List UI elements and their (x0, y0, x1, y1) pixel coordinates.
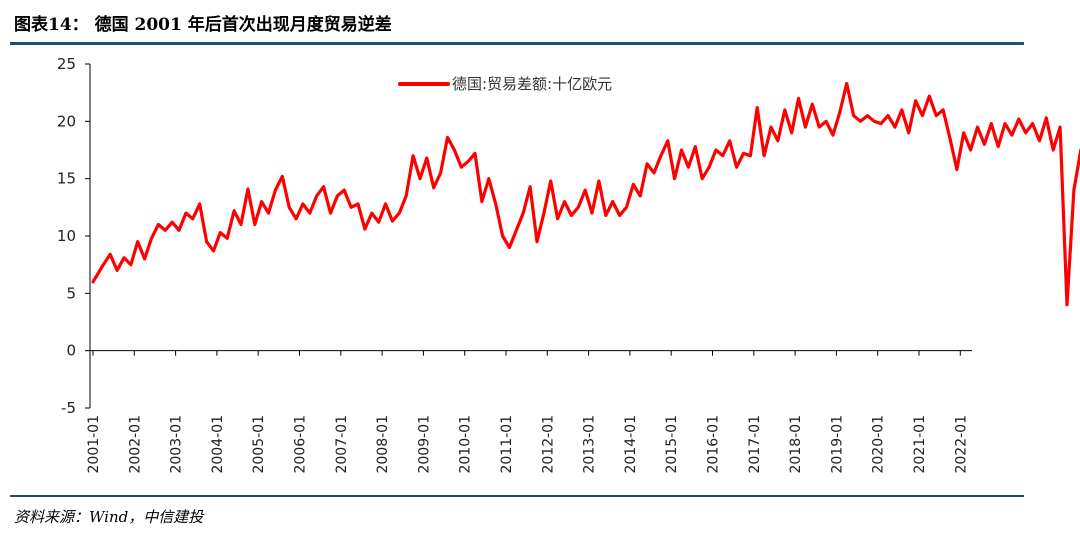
y-axis-ticks: 25 20 15 10 5 0 -5 (57, 55, 90, 417)
x-tick-label: 2006-01 (293, 415, 309, 474)
x-tick-label: 2017-01 (747, 415, 763, 474)
x-tick-label: 2001-01 (86, 415, 102, 474)
chart-title: 图表14： 德国 2001 年后首次出现月度贸易逆差 (14, 15, 392, 35)
series-layer (91, 81, 1080, 307)
x-axis-ticks: 2001-01 2002-01 2003-01 2004-01 2005-01 2006-… (86, 350, 969, 474)
x-tick-label: 2010-01 (458, 415, 474, 474)
series-line (91, 81, 1080, 307)
bottom-rule (10, 495, 1024, 497)
y-tick-label: -5 (61, 399, 76, 417)
x-tick-label: 2022-01 (953, 415, 969, 474)
x-tick-label: 2021-01 (912, 415, 928, 474)
x-tick-label: 2019-01 (829, 415, 845, 474)
y-tick-label: 20 (57, 112, 76, 130)
source-note: 资料来源：Wind，中信建投 (14, 508, 204, 526)
top-rule (10, 42, 1024, 45)
x-tick-label: 2012-01 (540, 415, 556, 474)
x-tick-label: 2007-01 (334, 415, 350, 474)
x-tick-label: 2011-01 (499, 415, 515, 474)
x-tick-label: 2014-01 (623, 415, 639, 474)
x-tick-label: 2016-01 (706, 415, 722, 474)
x-tick-label: 2009-01 (416, 415, 432, 474)
y-tick-label: 15 (57, 170, 76, 188)
y-tick-label: 5 (66, 284, 76, 302)
y-tick-label: 10 (57, 227, 76, 245)
x-tick-label: 2013-01 (582, 415, 598, 474)
x-tick-label: 2015-01 (664, 415, 680, 474)
y-tick-label: 25 (57, 55, 76, 73)
x-tick-label: 2003-01 (169, 415, 185, 474)
x-tick-label: 2008-01 (375, 415, 391, 474)
x-tick-label: 2020-01 (871, 415, 887, 474)
legend: 德国:贸易差额:十亿欧元 (398, 75, 612, 93)
x-tick-label: 2005-01 (251, 415, 267, 474)
x-tick-label: 2018-01 (788, 415, 804, 474)
y-tick-label: 0 (66, 342, 76, 360)
x-tick-label: 2004-01 (210, 415, 226, 474)
legend-label: 德国:贸易差额:十亿欧元 (452, 75, 612, 93)
x-tick-label: 2002-01 (127, 415, 143, 474)
